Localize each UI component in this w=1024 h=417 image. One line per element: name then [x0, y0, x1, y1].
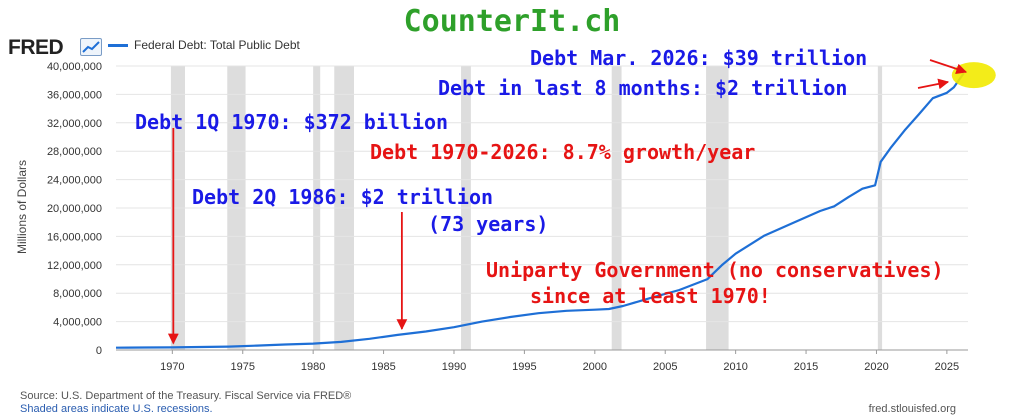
annotation-layer: Debt Mar. 2026: $39 trillion Debt in last…: [135, 46, 944, 308]
y-tick-labels: 0 4,000,000 8,000,000 12,000,000 16,000,000 2…: [47, 61, 102, 357]
annotation-text: Debt in last 8 months: $2 trillion: [438, 76, 847, 100]
legend-label: Federal Debt: Total Public Debt: [134, 38, 300, 52]
x-tick-label: 2010: [723, 361, 747, 373]
x-tick-label: 2000: [583, 361, 607, 373]
series-layer: [115, 72, 965, 349]
y-tick-label: 12,000,000: [47, 260, 102, 272]
debt-series-line: [115, 72, 965, 349]
recession-note: Shaded areas indicate U.S. recessions.: [20, 403, 213, 415]
y-tick-label: 8,000,000: [53, 288, 102, 300]
x-tick-label: 1995: [512, 361, 536, 373]
y-tick-label: 0: [96, 345, 102, 357]
annotation-text: (73 years): [428, 212, 548, 236]
highlight-marker: [951, 62, 996, 89]
annotation-text: Debt 1Q 1970: $372 billion: [135, 110, 448, 134]
x-tick-label: 2005: [653, 361, 677, 373]
annotation-text: Debt Mar. 2026: $39 trillion: [530, 46, 867, 70]
y-tick-label: 40,000,000: [47, 61, 102, 73]
y-tick-label: 28,000,000: [47, 146, 102, 158]
annotation-text: Debt 2Q 1986: $2 trillion: [192, 185, 493, 209]
annotation-text: Debt 1970-2026: 8.7% growth/year: [370, 140, 755, 164]
fred-credit-link[interactable]: fred.stlouisfed.org: [868, 403, 956, 415]
x-tick-label: 1975: [231, 361, 255, 373]
x-tick-label: 1980: [301, 361, 325, 373]
x-tick-labels: 1970 1975 1980 1985 1990 1995 2000 2005 2010 2015…: [160, 350, 959, 373]
graph-icon: [80, 38, 102, 56]
source-note: Source: U.S. Department of the Treasury.…: [20, 390, 352, 402]
y-tick-label: 20,000,000: [47, 203, 102, 215]
y-tick-label: 36,000,000: [47, 89, 102, 101]
x-tick-label: 1970: [160, 361, 184, 373]
legend-swatch: [108, 44, 128, 48]
x-tick-label: 1985: [371, 361, 395, 373]
annotation-text: since at least 1970!: [530, 284, 771, 308]
chart-legend: Federal Debt: Total Public Debt: [108, 38, 300, 52]
x-tick-label: 2025: [935, 361, 959, 373]
annotation-marks: [167, 59, 996, 345]
site-title: CounterIt.ch: [403, 4, 621, 39]
y-tick-label: 16,000,000: [47, 231, 102, 243]
y-tick-label: 24,000,000: [47, 175, 102, 187]
y-tick-label: 4,000,000: [53, 317, 102, 329]
annotation-arrow: [917, 78, 950, 90]
x-tick-label: 2015: [794, 361, 818, 373]
y-tick-label: 32,000,000: [47, 118, 102, 130]
fred-logo[interactable]: FRED: [8, 36, 64, 59]
x-tick-label: 2020: [864, 361, 888, 373]
annotation-arrow: [929, 59, 968, 75]
annotation-text: Uniparty Government (no conservatives): [486, 258, 944, 282]
x-tick-label: 1990: [442, 361, 466, 373]
